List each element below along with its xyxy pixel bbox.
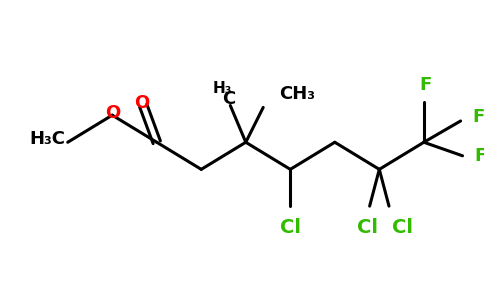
Text: Cl: Cl — [280, 218, 301, 237]
Text: F: F — [420, 76, 432, 94]
Text: Cl: Cl — [357, 218, 378, 237]
Text: F: F — [474, 147, 484, 165]
Text: O: O — [106, 104, 121, 122]
Text: F: F — [472, 108, 484, 126]
Text: H₃C: H₃C — [30, 130, 66, 148]
Text: Cl: Cl — [392, 218, 413, 237]
Text: C: C — [222, 90, 235, 108]
Text: O: O — [135, 94, 150, 112]
Text: CH₃: CH₃ — [279, 85, 315, 103]
Text: H₃: H₃ — [213, 81, 232, 96]
